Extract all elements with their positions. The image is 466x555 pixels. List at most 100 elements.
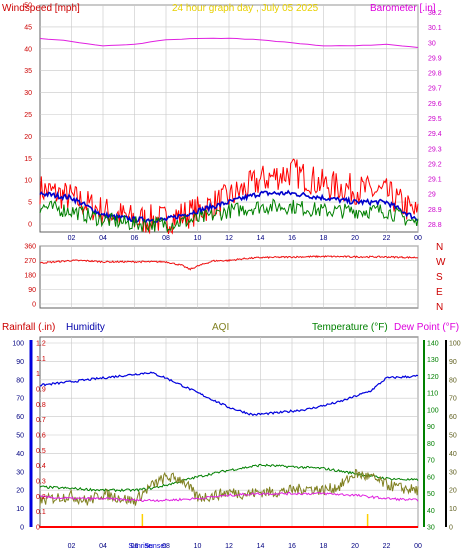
time-tick-label: 16 — [288, 543, 296, 550]
aqi-tick-label: 80 — [449, 377, 457, 384]
temperature-tick-label: 80 — [427, 441, 435, 448]
time-tick-label: 22 — [383, 543, 391, 550]
wind-tick-label: 25 — [24, 112, 32, 119]
aqi-axis-title: AQI — [212, 322, 229, 333]
dewpoint-axis-title: Dew Point (°F) — [394, 322, 459, 333]
rainfall-tick-label: 0.3 — [36, 479, 46, 486]
rainfall-tick-label: 0.1 — [36, 509, 46, 516]
barometer-tick-label: 29.8 — [428, 71, 442, 78]
wind-tick-label: 15 — [24, 156, 32, 163]
time-tick-label: 12 — [225, 543, 233, 550]
rainfall-tick-label: 1.2 — [36, 341, 46, 348]
barometer-tick-label: 29.7 — [428, 86, 442, 93]
barometer-tick-label: 29.6 — [428, 101, 442, 108]
aqi-tick-label: 50 — [449, 433, 457, 440]
time-tick-label: 20 — [351, 543, 359, 550]
barometer-tick-label: 29.5 — [428, 116, 442, 123]
wind-low-line — [39, 198, 419, 233]
barometer-tick-label: 28.9 — [428, 207, 442, 214]
graph-title: 24 hour graph day , July 05 2025 — [172, 3, 319, 14]
wind-tick-label: 40 — [24, 46, 32, 53]
time-tick-label: 14 — [257, 235, 265, 242]
aqi-tick-label: 20 — [449, 488, 457, 495]
humidity-tick-label: 0 — [20, 525, 24, 532]
barometer-tick-label: 30 — [428, 40, 436, 47]
rainfall-tick-label: 0.8 — [36, 402, 46, 409]
humidity-tick-label: 60 — [16, 414, 24, 421]
rainfall-tick-label: 0.7 — [36, 417, 46, 424]
humidity-tick-label: 20 — [16, 488, 24, 495]
barometer-line — [39, 37, 419, 48]
compass-label: W — [436, 257, 446, 268]
aqi-tick-label: 40 — [449, 451, 457, 458]
wind-tick-label: 10 — [24, 178, 32, 185]
time-tick-label: 14 — [257, 543, 265, 550]
rainfall-tick-label: 1.1 — [36, 356, 46, 363]
time-tick-label: 12 — [225, 235, 233, 242]
rainfall-tick-label: 0.4 — [36, 463, 46, 470]
time-tick-label: 00 — [414, 543, 422, 550]
time-tick-label: 04 — [99, 543, 107, 550]
aqi-tick-label: 100 — [449, 341, 461, 348]
time-tick-label: 04 — [99, 235, 107, 242]
time-tick-label: 08 — [162, 543, 170, 550]
rainfall-tick-label: 0.6 — [36, 433, 46, 440]
barometer-tick-label: 30.1 — [428, 25, 442, 32]
wind-tick-label: 50 — [24, 3, 32, 10]
rainfall-tick-label: 0 — [36, 525, 40, 532]
barometer-tick-label: 28.8 — [428, 222, 442, 229]
temperature-tick-label: 30 — [427, 525, 435, 532]
time-tick-label: 18 — [320, 235, 328, 242]
direction-tick-label: 0 — [32, 302, 36, 309]
time-tick-label: 20 — [351, 235, 359, 242]
humidity-tick-label: 100 — [12, 341, 24, 348]
sunrise-label: Sunrise — [128, 543, 152, 550]
humidity-tick-label: 30 — [16, 469, 24, 476]
time-tick-label: 18 — [320, 543, 328, 550]
humidity-tick-label: 70 — [16, 396, 24, 403]
rainfall-tick-label: 0.2 — [36, 494, 46, 501]
wind-tick-label: 30 — [24, 90, 32, 97]
barometer-tick-label: 30.2 — [428, 10, 442, 17]
temperature-tick-label: 140 — [427, 341, 439, 348]
compass-label: N — [436, 242, 443, 253]
temperature-tick-label: 130 — [427, 357, 439, 364]
wind-barometer-panel: 0 5 10 15 20 25 30 35 40 45 50 28.8 28.9 29 29.1 29.2 29… — [2, 3, 442, 243]
direction-tick-label: 360 — [24, 244, 36, 251]
temperature-tick-label: 100 — [427, 407, 439, 414]
time-tick-label: 22 — [383, 235, 391, 242]
temperature-axis-title: Temperature (°F) — [312, 322, 388, 333]
barometer-tick-label: 29.4 — [428, 131, 442, 138]
temperature-tick-label: 70 — [427, 458, 435, 465]
humidity-temperature-panel: 010203040506070809010000.10.20.30.40.50.… — [2, 322, 461, 550]
temperature-tick-label: 90 — [427, 424, 435, 431]
wind-direction-line — [39, 254, 419, 271]
time-tick-label: 06 — [131, 235, 139, 242]
humidity-tick-label: 10 — [16, 506, 24, 513]
barometer-tick-label: 29.1 — [428, 177, 442, 184]
barometer-tick-label: 29.9 — [428, 55, 442, 62]
time-tick-label: 16 — [288, 235, 296, 242]
temperature-tick-label: 110 — [427, 391, 438, 398]
wind-tick-label: 35 — [24, 68, 32, 75]
aqi-tick-label: 0 — [449, 525, 453, 532]
wind-average-line — [39, 189, 419, 224]
rainfall-tick-label: 0.9 — [36, 387, 46, 394]
compass-label: N — [436, 302, 443, 313]
sunset-label: Sunset — [144, 543, 166, 550]
time-tick-label: 08 — [162, 235, 170, 242]
time-tick-label: 02 — [68, 543, 76, 550]
aqi-tick-label: 60 — [449, 414, 457, 421]
humidity-tick-label: 50 — [16, 433, 24, 440]
aqi-tick-label: 90 — [449, 359, 457, 366]
barometer-axis-title: Barometer [.in] — [370, 3, 436, 14]
time-tick-label: 10 — [194, 235, 202, 242]
time-tick-label: 00 — [414, 235, 422, 242]
humidity-tick-label: 80 — [16, 377, 24, 384]
humidity-line — [39, 371, 419, 417]
time-tick-label: 02 — [68, 235, 76, 242]
aqi-line — [39, 468, 419, 506]
compass-label: S — [436, 272, 443, 283]
